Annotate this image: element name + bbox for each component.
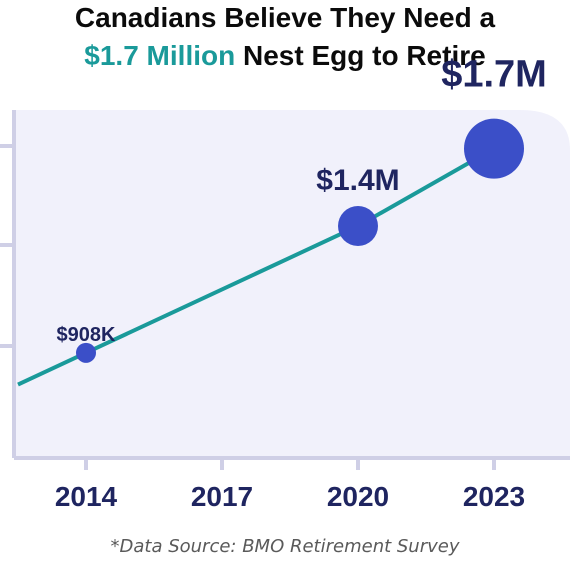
plot-background [14,110,570,458]
chart-title-line-1: Canadians Believe They Need a [74,2,496,33]
series-line [17,146,495,387]
x-tick-label: 2023 [463,481,525,512]
x-tick-label: 2014 [55,481,118,512]
data-label: $908K [57,324,116,346]
data-label: $1.4M [316,164,399,197]
data-label: $1.7M [441,54,547,96]
x-tick-label: 2020 [327,481,389,512]
data-labels: $908K $1.4M $1.7M [57,54,547,346]
data-point [76,342,96,363]
data-point [464,118,524,179]
chart-title-rest: Nest Egg to Retire [235,40,486,71]
data-points [76,118,524,363]
x-ticks [84,458,496,470]
data-source-note: *Data Source: BMO Retirement Survey [110,536,460,557]
x-tick-label: 2017 [191,481,253,512]
x-tick-labels: 2014 2017 2020 2023 [55,481,525,512]
chart-title-highlight: $1.7 Million [84,40,236,71]
data-point [338,206,378,246]
chart-title-line-2: $1.7 Million Nest Egg to Retire [0,38,570,74]
